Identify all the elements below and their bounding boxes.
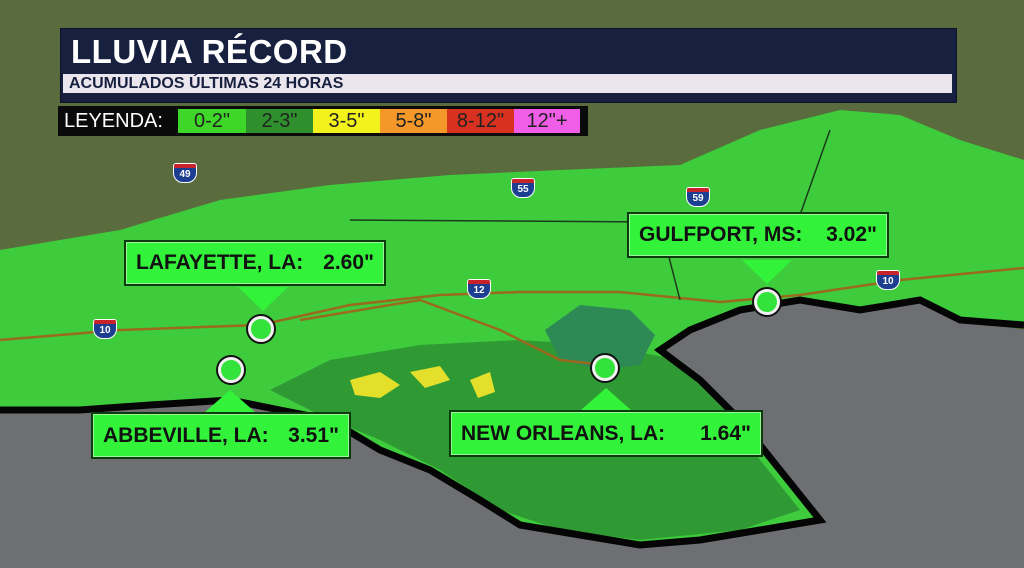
- callout-abbeville: ABBEVILLE, LA: 3.51": [91, 412, 351, 459]
- interstate-12-shield: 12: [467, 279, 491, 299]
- callout-gulfport: GULFPORT, MS: 3.02": [627, 212, 889, 258]
- pointer-lafayette: [238, 287, 288, 311]
- pointer-gulfport: [742, 260, 792, 284]
- pointer-abbeville: [205, 390, 255, 412]
- legend-item-0-2: 0-2": [178, 109, 246, 133]
- rain-value: 2.60": [323, 251, 374, 274]
- subtitle-bar: ACUMULADOS ÚLTIMAS 24 HORAS: [63, 74, 952, 93]
- callout-lafayette: LAFAYETTE, LA: 2.60": [124, 240, 386, 286]
- location-marker-lafayette: [248, 316, 274, 342]
- interstate-10-shield: 10: [93, 319, 117, 339]
- city-label: NEW ORLEANS, LA:: [461, 421, 666, 445]
- legend-item-12-plus: 12"+: [514, 109, 580, 133]
- interstate-10-route: [0, 266, 1024, 342]
- rain-value: 1.64": [700, 421, 751, 445]
- legend-item-2-3: 2-3": [246, 109, 313, 133]
- interstate-59-shield: 59: [686, 187, 710, 207]
- city-label: GULFPORT, MS:: [639, 223, 803, 246]
- title-banner: LLUVIA RÉCORD ACUMULADOS ÚLTIMAS 24 HORA…: [60, 28, 957, 103]
- legend-item-8-12: 8-12": [447, 109, 514, 133]
- pointer-new-orleans: [581, 388, 631, 410]
- page-title: LLUVIA RÉCORD: [71, 33, 348, 70]
- city-label: LAFAYETTE, LA:: [136, 251, 304, 274]
- rain-area-yellow: [350, 366, 495, 398]
- interstate-12-route: [299, 298, 606, 367]
- interstate-10-shield-east: 10: [876, 270, 900, 290]
- rain-value: 3.02": [826, 223, 877, 246]
- legend-item-3-5: 3-5": [313, 109, 380, 133]
- location-marker-new-orleans: [592, 355, 618, 381]
- coastline: [0, 296, 1024, 549]
- legend-item-5-8: 5-8": [380, 109, 447, 133]
- callout-new-orleans: NEW ORLEANS, LA: 1.64": [449, 410, 763, 457]
- location-marker-abbeville: [218, 357, 244, 383]
- subtitle: ACUMULADOS ÚLTIMAS 24 HORAS: [69, 75, 344, 92]
- interstate-49-shield: 49: [173, 163, 197, 183]
- legend-label: LEYENDA:: [64, 109, 163, 132]
- rain-area-urban: [545, 305, 655, 370]
- interstate-55-shield: 55: [511, 178, 535, 198]
- location-marker-gulfport: [754, 289, 780, 315]
- rain-value: 3.51": [288, 423, 339, 447]
- city-label: ABBEVILLE, LA:: [103, 423, 269, 447]
- legend: LEYENDA: 0-2" 2-3" 3-5" 5-8" 8-12" 12"+: [58, 106, 588, 136]
